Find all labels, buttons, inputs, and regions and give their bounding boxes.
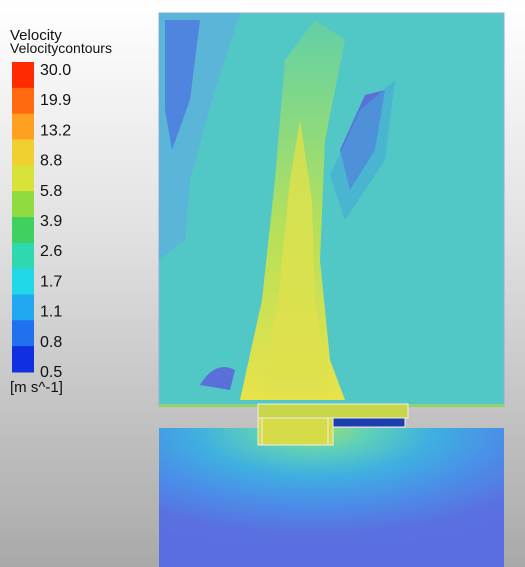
colorbar-band [12,191,34,217]
colorbar-label: 19.9 [40,92,71,109]
colorbar-band [12,243,34,269]
colorbar-label: 5.8 [40,183,62,200]
screenshot: Velocity Velocitycontours 30.019.913.28.… [0,0,525,567]
colorbar-band [12,346,34,372]
colorbar: 30.019.913.28.85.83.92.61.71.10.80.5 [12,62,71,381]
colorbar-label: 3.9 [40,213,62,230]
colorbar-band [12,140,34,166]
colorbar-band [12,320,34,346]
colorbar-label: 13.2 [40,122,71,139]
colorbar-label: 8.8 [40,153,62,170]
colorbar-band [12,295,34,321]
colorbar-label: 1.1 [40,304,62,321]
legend-subtitle: Velocitycontours [10,40,112,56]
colorbar-band [12,88,34,114]
lower-domain [159,428,504,567]
colorbar-band [12,62,34,88]
colorbar-band [12,114,34,140]
contour-view: Velocity Velocitycontours 30.019.913.28.… [0,0,525,567]
colorbar-label: 1.7 [40,273,62,290]
legend-units: [m s^-1] [10,379,63,396]
colorbar-label: 2.6 [40,243,62,260]
colorbar-band [12,165,34,191]
colorbar-label: 30.0 [40,62,71,79]
colorbar-band [12,217,34,243]
colorbar-band [12,269,34,295]
colorbar-label: 0.8 [40,334,62,351]
upper-domain [159,13,504,407]
